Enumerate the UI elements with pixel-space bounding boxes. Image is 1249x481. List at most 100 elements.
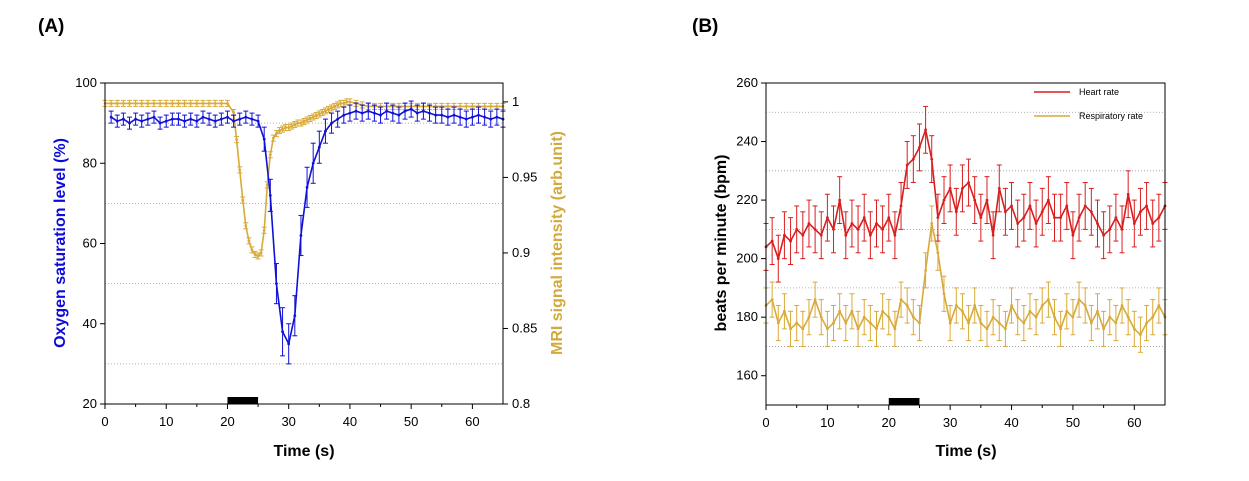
panel-b-stimulus-block <box>888 398 920 405</box>
heart-rate-point <box>849 199 855 248</box>
panel-a-y-left-tick-label: 100 <box>75 75 97 90</box>
mri-signal-point <box>258 249 264 257</box>
panel-a-x-tick-label: 60 <box>465 414 479 429</box>
mri-signal-point <box>463 102 469 110</box>
heart-rate-point <box>1027 182 1033 230</box>
respiratory-rate-point <box>929 205 935 242</box>
panel-b-y-tick-label: 180 <box>736 309 758 324</box>
respiratory-rate-point <box>843 304 849 342</box>
respiratory-rate-point <box>947 304 953 342</box>
heart-rate-point <box>812 205 818 254</box>
respiratory-rate-point <box>818 299 824 336</box>
panel-a-y-left-axis-label: Oxygen saturation level (%) <box>52 138 69 348</box>
heart-rate-point <box>1144 182 1150 230</box>
mri-signal-point <box>126 99 132 107</box>
oxygen-saturation-point <box>463 110 469 128</box>
oxygen-saturation-point <box>494 108 500 126</box>
panel-a-label: (A) <box>38 16 64 37</box>
oxygen-saturation-point <box>476 106 482 124</box>
oxygen-saturation-point <box>206 112 212 126</box>
panel-a-y-left-tick-label: 20 <box>83 396 97 411</box>
panel-b-plot-frame <box>765 82 1166 406</box>
respiratory-rate-point <box>1009 287 1015 324</box>
panel-a-y-right-tick-label: 0.8 <box>512 396 530 411</box>
panel-b-x-tick-label: 10 <box>820 415 834 430</box>
panel-b-x-ticks: 0 10 20 30 40 50 60 <box>762 405 1142 430</box>
panel-b-y-tick-label: 220 <box>736 192 758 207</box>
oxygen-saturation-point <box>243 110 249 124</box>
respiratory-rate-point <box>1045 281 1051 318</box>
oxygen-saturation-point <box>316 130 322 164</box>
mri-signal-point <box>335 101 341 109</box>
heart-rate-point <box>1150 199 1156 248</box>
panel-a-stimulus-bar <box>227 397 259 404</box>
heart-rate-point <box>837 176 843 225</box>
respiratory-rate-point <box>1033 299 1039 336</box>
respiratory-rate-point <box>1101 310 1107 347</box>
heart-rate-point <box>910 135 916 184</box>
respiratory-rate-point <box>990 299 996 336</box>
respiratory-rate-line <box>765 223 1166 337</box>
heart-rate-point <box>923 105 929 154</box>
oxygen-saturation-point <box>341 106 347 124</box>
oxygen-saturation-point <box>231 114 237 128</box>
respiratory-rate-point <box>1150 299 1156 336</box>
oxygen-saturation-point <box>469 108 475 126</box>
heart-rate-point <box>1094 199 1100 248</box>
panel-b-x-tick-label: 30 <box>943 415 957 430</box>
oxygen-saturation-point <box>255 114 261 128</box>
oxygen-saturation-point <box>396 106 402 124</box>
mri-signal-point <box>114 99 120 107</box>
panel-a-y-right-tick-label: 0.9 <box>512 245 530 260</box>
respiratory-rate-point <box>873 310 879 347</box>
oxygen-saturation-point <box>175 112 181 126</box>
panel-b-y-tick-label: 240 <box>736 134 758 149</box>
panel-a-mri-series <box>102 98 506 260</box>
panel-a-oxygen-series <box>108 100 506 365</box>
mri-signal-point <box>120 99 126 107</box>
panel-a-x-tick-label: 30 <box>281 414 295 429</box>
mri-signal-point <box>194 99 200 107</box>
panel-b-x-tick-label: 50 <box>1066 415 1080 430</box>
mri-signal-point <box>163 99 169 107</box>
respiratory-rate-point <box>1107 299 1113 336</box>
heart-rate-point <box>855 205 861 254</box>
mri-signal-point <box>338 99 344 107</box>
mri-signal-point <box>325 105 331 113</box>
oxygen-saturation-point <box>120 112 126 126</box>
panel-a-y-right-ticks: 0.8 0.85 0.9 0.95 1 <box>503 94 537 411</box>
respiratory-rate-point <box>978 304 984 342</box>
respiratory-rate-point <box>1113 304 1119 342</box>
respiratory-rate-point <box>886 299 892 336</box>
heart-rate-point <box>1039 187 1045 236</box>
mri-signal-point <box>304 116 310 124</box>
panel-b-x-tick-label: 40 <box>1004 415 1018 430</box>
oxygen-saturation-point <box>310 142 316 184</box>
heart-rate-point <box>1045 176 1051 225</box>
panel-a-y-left-tick-label: 60 <box>83 236 97 251</box>
panel-b: (B) 0 10 20 30 40 50 60 160 180 200 220 240 260 Tim… <box>692 16 1168 460</box>
respiratory-rate-point <box>1137 316 1143 353</box>
oxygen-saturation-point <box>157 116 163 130</box>
heart-rate-point <box>996 164 1002 213</box>
oxygen-saturation-point <box>200 110 206 124</box>
oxygen-saturation-point <box>427 104 433 122</box>
mri-signal-point <box>249 246 255 254</box>
respiratory-rate-point <box>1156 287 1162 324</box>
mri-signal-point <box>188 99 194 107</box>
oxygen-saturation-point <box>212 114 218 128</box>
respiratory-rate-point <box>1021 304 1027 342</box>
oxygen-saturation-point <box>273 263 279 305</box>
oxygen-saturation-point <box>457 108 463 126</box>
mri-signal-point <box>341 99 347 107</box>
heart-rate-point <box>1125 170 1131 219</box>
heart-rate-point <box>1107 205 1113 254</box>
respiratory-rate-point <box>1131 310 1137 347</box>
respiratory-rate-point <box>849 293 855 330</box>
panel-b-y-tick-label: 260 <box>736 75 758 90</box>
heart-rate-point <box>959 164 965 213</box>
mri-signal-point <box>182 99 188 107</box>
heart-rate-point <box>990 211 996 260</box>
heart-rate-point <box>800 211 806 260</box>
